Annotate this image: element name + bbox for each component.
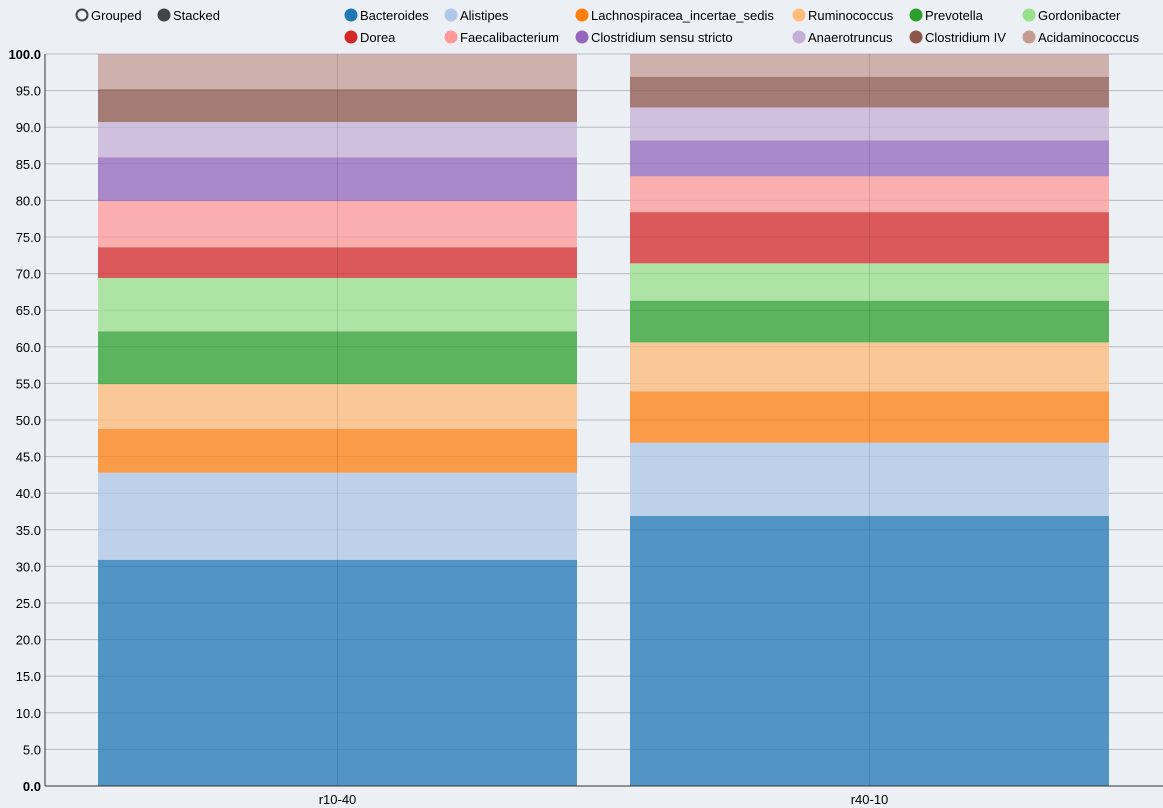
x-tick-label: r10-40 — [319, 792, 357, 807]
y-tick-label: 95.0 — [16, 84, 41, 99]
legend-swatch-icon — [344, 30, 358, 44]
legend-label: Acidaminococcus — [1038, 30, 1140, 45]
bar-segment-dorea[interactable] — [98, 247, 577, 278]
y-tick-label: 65.0 — [16, 303, 41, 318]
legend-swatch-icon — [575, 30, 589, 44]
legend-label: Clostridium sensu stricto — [591, 30, 733, 45]
x-axis: r10-40 r40-10 — [45, 785, 1163, 807]
control-label: Grouped — [91, 8, 142, 23]
y-tick-label: 40.0 — [16, 486, 41, 501]
legend-label: Gordonibacter — [1038, 8, 1121, 23]
legend-swatch-icon — [444, 8, 458, 22]
y-tick-label: 45.0 — [16, 450, 41, 465]
y-tick-label: 80.0 — [16, 193, 41, 208]
bar-segment-acidaminococcus[interactable] — [98, 54, 577, 90]
bar-segment-clostridium-iv[interactable] — [98, 89, 577, 123]
y-tick-label: 85.0 — [16, 157, 41, 172]
bar-segment-faecalibacterium[interactable] — [98, 201, 577, 248]
bar-segment-gordonibacter[interactable] — [630, 263, 1109, 301]
y-tick-label: 30.0 — [16, 559, 41, 574]
bar-segment-clostridium-iv[interactable] — [630, 76, 1109, 108]
legend-item[interactable]: Prevotella — [909, 8, 984, 23]
bar-segment-lachnospiracea-incertae-sedis[interactable] — [630, 391, 1109, 443]
bar-segment-alistipes[interactable] — [98, 472, 577, 560]
y-tick-label: 15.0 — [16, 669, 41, 684]
control-stacked[interactable]: Stacked — [157, 8, 220, 23]
bar-segment-alistipes[interactable] — [630, 442, 1109, 516]
legend-item[interactable]: Faecalibacterium — [444, 30, 560, 45]
legend-swatch-icon — [792, 8, 806, 22]
bar-segment-bacteroides[interactable] — [630, 515, 1109, 786]
legend-label: Ruminococcus — [808, 8, 894, 23]
legend-swatch-icon — [575, 8, 589, 22]
legend-swatch-icon — [1022, 8, 1036, 22]
bar-segment-anaerotruncus[interactable] — [98, 122, 577, 158]
bar-segment-clostridium-sensu-stricto[interactable] — [630, 140, 1109, 177]
legend-item[interactable]: Acidaminococcus — [1022, 30, 1140, 45]
legend-item[interactable]: Bacteroides — [344, 8, 430, 23]
bar-segment-lachnospiracea-incertae-sedis[interactable] — [98, 428, 577, 473]
legend-item[interactable]: Clostridium sensu stricto — [575, 30, 733, 45]
bar-segment-ruminococcus[interactable] — [630, 342, 1109, 392]
radio-icon[interactable] — [75, 8, 89, 22]
bar-segment-acidaminococcus[interactable] — [630, 54, 1109, 77]
bar-segment-anaerotruncus[interactable] — [630, 107, 1109, 141]
legend-label: Bacteroides — [360, 8, 429, 23]
legend-label: Alistipes — [460, 8, 509, 23]
y-tick-label: 55.0 — [16, 376, 41, 391]
legend-item[interactable]: Anaerotruncus — [792, 30, 894, 45]
legend-label: Anaerotruncus — [808, 30, 893, 45]
legend-label: Dorea — [360, 30, 396, 45]
legend-label: Lachnospiracea_incertae_sedis — [591, 8, 774, 23]
bar-segment-faecalibacterium[interactable] — [630, 176, 1109, 213]
legend-swatch-icon — [344, 8, 358, 22]
bar-segment-bacteroides[interactable] — [98, 559, 577, 786]
y-tick-label: 0.0 — [23, 779, 41, 794]
legend: Bacteroides Alistipes Lachnospiracea_incer… — [344, 8, 1140, 45]
bars — [98, 54, 1109, 786]
control-label: Stacked — [173, 8, 220, 23]
y-tick-label: 100.0 — [8, 47, 41, 62]
bar-segment-prevotella[interactable] — [98, 331, 577, 385]
y-tick-label: 20.0 — [16, 633, 41, 648]
legend-label: Prevotella — [925, 8, 984, 23]
legend-item[interactable]: Clostridium IV — [909, 30, 1007, 45]
y-axis: 0.0 5.0 10.0 15.0 20.0 25.0 30.0 35.0 40.0 45.0 50… — [8, 47, 46, 794]
y-tick-label: 25.0 — [16, 596, 41, 611]
y-tick-label: 60.0 — [16, 340, 41, 355]
bar-segment-prevotella[interactable] — [630, 300, 1109, 343]
legend-swatch-icon — [444, 30, 458, 44]
legend-label: Faecalibacterium — [460, 30, 559, 45]
y-tick-label: 50.0 — [16, 413, 41, 428]
legend-item[interactable]: Alistipes — [444, 8, 509, 23]
chart-controls: Grouped Stacked — [75, 8, 220, 23]
y-tick-label: 35.0 — [16, 523, 41, 538]
legend-label: Clostridium IV — [925, 30, 1006, 45]
legend-item[interactable]: Lachnospiracea_incertae_sedis — [575, 8, 775, 23]
legend-item[interactable]: Gordonibacter — [1022, 8, 1122, 23]
radio-icon[interactable] — [157, 8, 171, 22]
y-tick-label: 5.0 — [23, 742, 41, 757]
x-tick-label: r40-10 — [851, 792, 889, 807]
y-tick-label: 90.0 — [16, 120, 41, 135]
legend-swatch-icon — [909, 8, 923, 22]
bar-segment-gordonibacter[interactable] — [98, 277, 577, 332]
bar-segment-dorea[interactable] — [630, 212, 1109, 264]
legend-swatch-icon — [1022, 30, 1036, 44]
y-tick-label: 10.0 — [16, 706, 41, 721]
control-grouped[interactable]: Grouped — [75, 8, 142, 23]
y-tick-label: 75.0 — [16, 230, 41, 245]
y-tick-label: 70.0 — [16, 267, 41, 282]
bar-segment-clostridium-sensu-stricto[interactable] — [98, 157, 577, 202]
bar-segment-ruminococcus[interactable] — [98, 384, 577, 429]
legend-swatch-icon — [792, 30, 806, 44]
legend-item[interactable]: Dorea — [344, 30, 397, 45]
legend-item[interactable]: Ruminococcus — [792, 8, 894, 23]
legend-swatch-icon — [909, 30, 923, 44]
